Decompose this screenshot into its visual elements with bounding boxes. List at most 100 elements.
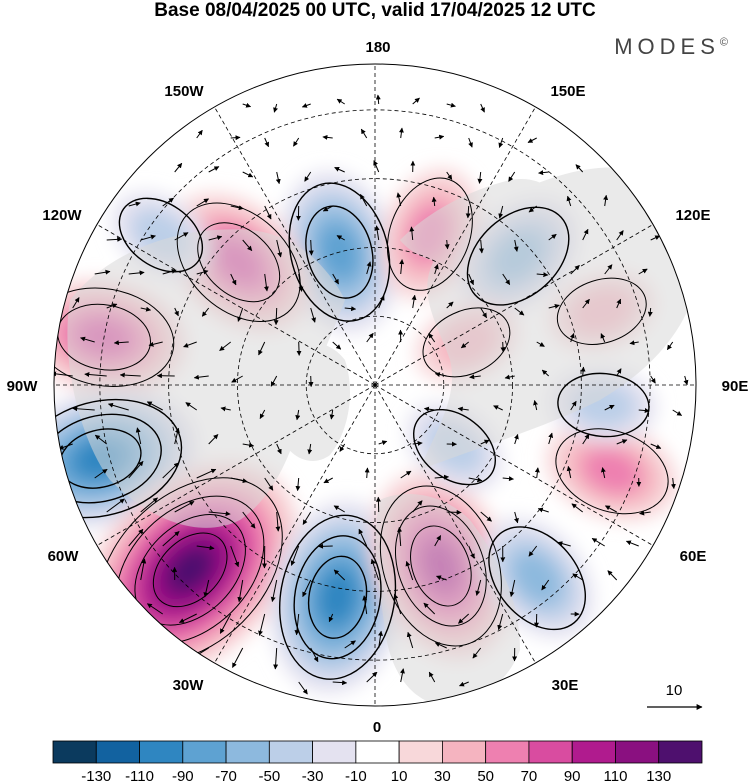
brand-logo: MODES© xyxy=(614,34,728,60)
wind-vector-70 xyxy=(298,273,304,292)
meridian-30 xyxy=(374,384,536,664)
wind-vector-194 xyxy=(412,500,423,513)
wind-vector-259 xyxy=(400,668,405,683)
wind-vector-116 xyxy=(666,341,674,351)
wind-vector-189 xyxy=(242,511,256,529)
wind-vector-181 xyxy=(566,465,572,479)
wind-vector-126 xyxy=(469,374,481,380)
wind-vector-178 xyxy=(468,477,483,483)
wind-vector-14 xyxy=(398,127,404,139)
wind-vector-227 xyxy=(436,575,447,581)
lon-label-120e: 120E xyxy=(675,207,710,224)
anomaly-pos-20e-contour-1 xyxy=(394,505,487,627)
wind-vector-135 xyxy=(146,401,163,411)
lon-label-90e: 90E xyxy=(722,378,749,395)
anomaly-neg-50e-arctic-contour-0 xyxy=(412,408,497,486)
wind-vector-256 xyxy=(298,681,308,695)
wind-vector-203 xyxy=(162,531,180,547)
wind-vector-21 xyxy=(242,171,254,178)
colorbar-bin-5 xyxy=(268,740,314,764)
lat-circle-75 xyxy=(305,315,445,455)
wind-vector-142 xyxy=(457,406,469,412)
wind-vector-86 xyxy=(237,307,244,322)
wind-vector-63 xyxy=(650,235,661,241)
wind-vector-19 xyxy=(174,162,183,173)
wind-vector-16 xyxy=(468,137,473,148)
anomaly-neg-10w-contour-0 xyxy=(278,514,397,680)
wind-vector-238 xyxy=(328,613,334,623)
wind-vector-232 xyxy=(607,570,618,581)
wind-vector-248 xyxy=(273,647,279,670)
anomaly-pos-45w-level-6 xyxy=(167,547,213,593)
wind-vector-137 xyxy=(220,406,231,412)
wind-vector-68 xyxy=(230,273,237,286)
meridian-120 xyxy=(374,224,654,386)
wind-vector-58 xyxy=(478,239,484,254)
anomaly-pos-110e-contour-0 xyxy=(556,277,647,345)
colorbar-bin-12 xyxy=(571,740,616,764)
wind-vector-24 xyxy=(334,167,345,173)
wind-vector-195 xyxy=(446,509,462,515)
wind-vector-97 xyxy=(616,298,622,309)
colorbar-tick-label: 50 xyxy=(477,768,494,783)
wind-vector-101 xyxy=(148,341,163,347)
wind-vector-54 xyxy=(336,235,345,241)
wind-vector-253 xyxy=(434,642,447,649)
colorbar-tick-label: -30 xyxy=(302,768,324,783)
wind-vector-171 xyxy=(230,477,248,484)
wind-vector-140 xyxy=(329,409,335,420)
wind-vector-2 xyxy=(301,103,311,108)
wind-vector-49 xyxy=(174,232,189,241)
wind-vector-129 xyxy=(580,366,586,377)
lat-circle-60 xyxy=(237,247,513,523)
wind-vector-243 xyxy=(497,613,504,631)
colorbar-tick-label: -110 xyxy=(125,768,154,783)
wind-vector-6 xyxy=(446,102,456,108)
wind-vector-106 xyxy=(332,341,342,350)
wind-vector-18 xyxy=(527,137,537,143)
wind-vector-174 xyxy=(323,477,333,484)
wind-vector-69 xyxy=(263,273,269,292)
wind-vector-170 xyxy=(196,468,217,479)
wind-vector-76 xyxy=(502,273,511,286)
anomaly-neg-10w-contour-2 xyxy=(307,555,368,639)
anomaly-neg-75w-contour-1 xyxy=(54,413,162,504)
map-boundary xyxy=(53,63,697,707)
wind-vector-33 xyxy=(162,197,174,207)
meridian-60 xyxy=(374,384,654,546)
wind-vector-128 xyxy=(541,369,550,377)
wind-vector-77 xyxy=(536,272,549,278)
wind-vector-177 xyxy=(434,474,450,480)
wind-vector-234 xyxy=(178,613,197,623)
wind-vector-28 xyxy=(477,171,483,184)
wind-vector-188 xyxy=(208,511,231,517)
wind-vector-79 xyxy=(604,264,613,275)
wind-vector-17 xyxy=(498,137,504,148)
wind-vector-119 xyxy=(119,372,141,378)
colorbar-bin-7 xyxy=(355,740,400,764)
wind-vector-242 xyxy=(458,613,470,624)
wind-vector-112 xyxy=(536,341,545,347)
colorbar-bin-4 xyxy=(225,740,270,764)
wind-vector-99 xyxy=(80,336,95,343)
anomaly-pos-125w-contour-1 xyxy=(197,222,281,303)
colorbar-tick-label: 110 xyxy=(604,768,628,783)
wind-vector-91 xyxy=(411,294,417,309)
colorbar-tick-label: 90 xyxy=(564,768,581,783)
wind-vector-154 xyxy=(242,442,255,448)
wind-vector-261 xyxy=(459,681,469,687)
wind-vector-89 xyxy=(344,306,357,312)
brand-mark: © xyxy=(719,36,728,49)
wind-vector-148 xyxy=(672,409,683,416)
wind-vector-95 xyxy=(548,303,560,309)
wind-vector-209 xyxy=(358,528,368,547)
colorbar-tick-label: -50 xyxy=(258,768,280,783)
wind-vector-44 xyxy=(528,205,538,213)
wind-vector-10 xyxy=(264,137,270,148)
wind-vector-23 xyxy=(304,171,312,182)
anomaly-pos-20e-contour-2 xyxy=(410,525,472,607)
wind-vector-144 xyxy=(533,400,538,411)
wind-vector-258 xyxy=(366,671,378,683)
wind-vector-35 xyxy=(230,205,244,211)
wind-vector-134 xyxy=(107,402,129,411)
